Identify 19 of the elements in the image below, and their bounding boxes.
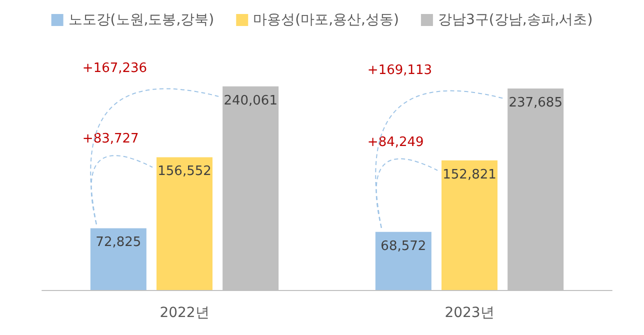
data-label: 72,825	[96, 235, 142, 250]
data-label: 156,552	[158, 164, 212, 180]
annotation: +84,249	[367, 134, 424, 150]
legend-label: 강남3구(강남,송파,서초)	[438, 12, 593, 28]
data-label: 240,061	[224, 93, 278, 108]
x-tick-label: 2023년	[444, 305, 494, 321]
text: +169,113	[367, 62, 432, 78]
bar	[156, 157, 212, 290]
bar	[375, 232, 432, 290]
data-label: 152,821	[442, 167, 496, 182]
bar	[442, 160, 498, 290]
x-tick-label: 2022년	[160, 305, 210, 321]
text: +167,236	[82, 60, 148, 76]
data-label: 237,685	[508, 95, 562, 110]
annotation: +83,727	[82, 132, 139, 147]
bar	[90, 228, 146, 290]
legend-label: 마용성(마포,용산,성동)	[253, 12, 399, 28]
data-label: 68,572	[380, 238, 426, 254]
legend-label: 노도강(노원,도봉,강북)	[68, 12, 214, 28]
